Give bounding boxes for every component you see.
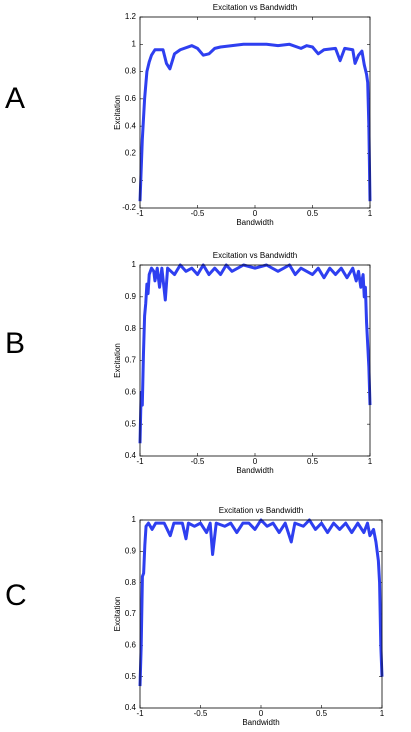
x-tick-label: -1 bbox=[136, 457, 144, 466]
x-tick-label: 0 bbox=[253, 209, 258, 218]
y-tick-label: 0.5 bbox=[125, 672, 137, 681]
y-tick-label: 0.8 bbox=[125, 578, 137, 587]
y-tick-label: 0.6 bbox=[125, 387, 137, 396]
y-tick-label: 1 bbox=[132, 260, 137, 269]
y-tick-label: 0.4 bbox=[125, 703, 137, 712]
x-tick-label: -1 bbox=[136, 709, 144, 718]
y-tick-label: 0.7 bbox=[125, 609, 137, 618]
x-tick-label: 0.5 bbox=[307, 209, 319, 218]
data-line bbox=[138, 263, 372, 444]
x-tick-label: 0.5 bbox=[316, 709, 328, 718]
axes-frame bbox=[139, 519, 383, 709]
x-tick-label: 1 bbox=[380, 709, 385, 718]
y-tick-label: 0.9 bbox=[125, 546, 137, 555]
x-tick-label: 1 bbox=[368, 209, 373, 218]
x-tick-label: 0.5 bbox=[307, 457, 319, 466]
x-axis-label: Bandwidth bbox=[236, 218, 273, 227]
x-tick-label: -1 bbox=[136, 209, 144, 218]
y-tick-label: 0.7 bbox=[125, 356, 137, 365]
data-line bbox=[138, 518, 384, 687]
y-tick-label: 0.4 bbox=[125, 451, 137, 460]
y-tick-label: 0.2 bbox=[125, 149, 137, 158]
x-tick-label: -0.5 bbox=[191, 209, 205, 218]
chart-title: Excitation vs Bandwidth bbox=[213, 251, 298, 260]
y-tick-label: 0.6 bbox=[125, 640, 137, 649]
chart-title: Excitation vs Bandwidth bbox=[213, 3, 298, 12]
y-tick-label: 0.4 bbox=[125, 121, 137, 130]
y-tick-label: 0 bbox=[132, 176, 137, 185]
y-tick-label: -0.2 bbox=[122, 203, 136, 212]
y-tick-label: 1.2 bbox=[125, 12, 137, 21]
x-tick-label: 0 bbox=[253, 457, 258, 466]
x-axis-label: Bandwidth bbox=[242, 718, 279, 727]
y-tick-label: 0.5 bbox=[125, 419, 137, 428]
panel-label: C bbox=[5, 579, 27, 612]
y-axis-label: Excitation bbox=[113, 343, 122, 378]
y-tick-label: 0.8 bbox=[125, 67, 137, 76]
data-line bbox=[138, 42, 372, 202]
y-tick-label: 0.9 bbox=[125, 292, 137, 301]
panel-label: B bbox=[5, 327, 25, 360]
y-axis-label: Excitation bbox=[113, 597, 122, 632]
y-tick-label: 1 bbox=[132, 39, 137, 48]
x-tick-label: 1 bbox=[368, 457, 373, 466]
y-axis-label: Excitation bbox=[113, 95, 122, 130]
x-tick-label: -0.5 bbox=[194, 709, 208, 718]
panel-label: A bbox=[5, 82, 25, 115]
axes-frame bbox=[139, 264, 371, 457]
x-tick-label: 0 bbox=[259, 709, 264, 718]
y-tick-label: 0.6 bbox=[125, 94, 137, 103]
y-tick-label: 1 bbox=[132, 515, 137, 524]
chart-title: Excitation vs Bandwidth bbox=[219, 506, 304, 515]
x-tick-label: -0.5 bbox=[191, 457, 205, 466]
axes-frame bbox=[139, 16, 371, 209]
y-tick-label: 0.8 bbox=[125, 324, 137, 333]
x-axis-label: Bandwidth bbox=[236, 466, 273, 475]
